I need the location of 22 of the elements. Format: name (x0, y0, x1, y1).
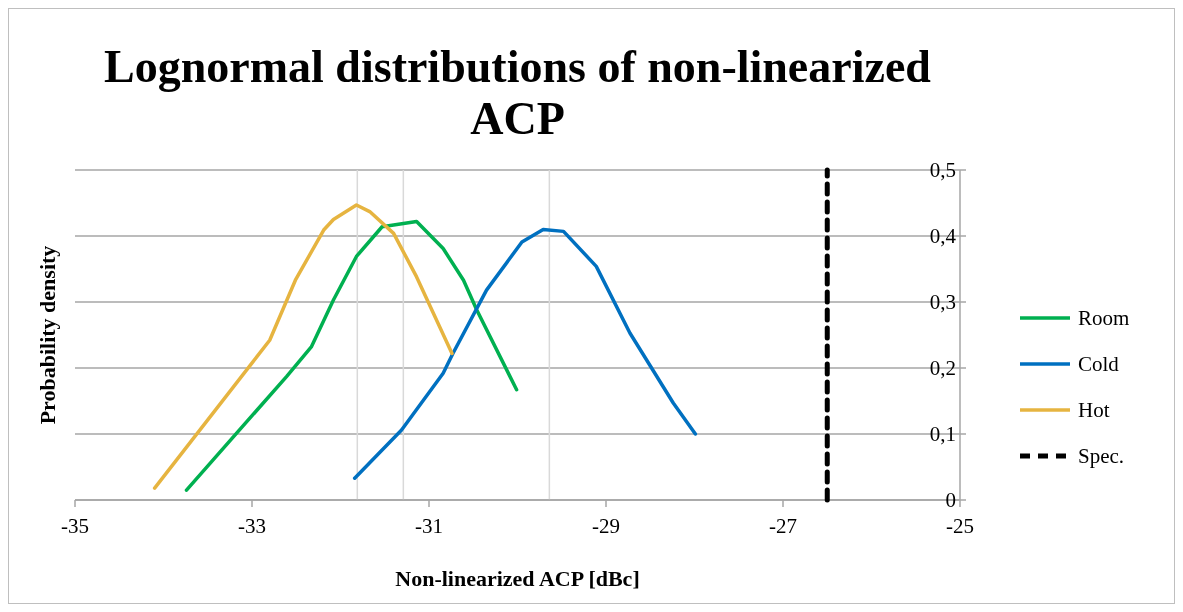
x-tick-label: -29 (592, 514, 620, 538)
legend-label: Room (1078, 306, 1130, 330)
x-tick-label: -27 (769, 514, 797, 538)
legend-label: Spec. (1078, 444, 1125, 468)
x-tick-label: -25 (946, 514, 974, 538)
line-series (184, 219, 519, 492)
x-tick-label: -33 (238, 514, 266, 538)
y-tick-label: 0,1 (929, 422, 956, 446)
x-tick-label: -31 (415, 514, 443, 538)
y-tick-label: 0,5 (929, 158, 956, 182)
y-tick-label: 0,4 (929, 224, 957, 248)
y-axis-title: Probability density (35, 245, 60, 425)
y-tick-label: 0,2 (929, 356, 956, 380)
line-series (152, 203, 454, 490)
line-series (352, 227, 698, 480)
x-tick-label: -35 (61, 514, 89, 538)
chart-title: Lognormal distributions of non-linearized ACP (104, 41, 932, 144)
x-axis-title: Non-linearized ACP [dBc] (395, 566, 640, 591)
legend-label: Hot (1078, 398, 1110, 422)
y-tick-label: 0,3 (929, 290, 956, 314)
y-tick-label: 0 (945, 488, 956, 512)
legend-label: Cold (1078, 352, 1120, 376)
